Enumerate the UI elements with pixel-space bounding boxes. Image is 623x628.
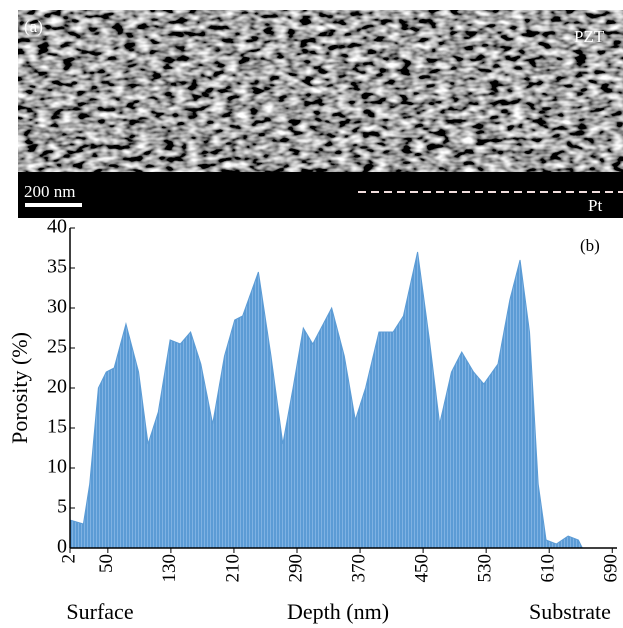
micrograph: (a) PZT 200 nm Pt [18, 10, 623, 218]
x-tick-label: 530 [475, 554, 496, 583]
y-tick-label: 25 [47, 336, 67, 358]
x-axis-title: Depth (nm) [287, 599, 389, 624]
scale-bar [25, 203, 82, 207]
x-tick-label: 610 [538, 554, 559, 583]
x-tick-label: 130 [159, 554, 180, 583]
y-tick-label: 30 [47, 296, 67, 318]
electrode-label: Pt [588, 196, 602, 215]
y-tick-label: 5 [57, 496, 67, 518]
x-tick-label: 210 [222, 554, 243, 583]
image-texture [18, 10, 623, 172]
x-tick-label: 450 [411, 554, 432, 583]
y-tick-label: 15 [47, 416, 67, 438]
annotation: Surface [66, 599, 133, 624]
x-tick-label: 290 [285, 554, 306, 583]
x-tick-label: 2 [58, 554, 79, 564]
x-tick-label: 690 [601, 554, 622, 583]
y-axis-title: Porosity (%) [7, 332, 32, 444]
y-tick-label: 20 [47, 376, 67, 398]
material-label: PZT [574, 27, 605, 46]
x-tick-label: 50 [96, 554, 117, 573]
y-tick-label: 10 [47, 456, 67, 478]
y-tick-label: 35 [47, 256, 67, 278]
panel-label: (a) [24, 17, 43, 36]
x-tick-label: 370 [348, 554, 369, 583]
area [70, 252, 582, 548]
panel-label: (b) [580, 236, 600, 255]
annotation: Substrate [529, 599, 611, 624]
figure: (a) PZT 200 nm Pt 0510152025303540250130… [0, 0, 623, 628]
y-tick-label: 40 [47, 216, 67, 238]
scale-label: 200 nm [24, 182, 75, 201]
